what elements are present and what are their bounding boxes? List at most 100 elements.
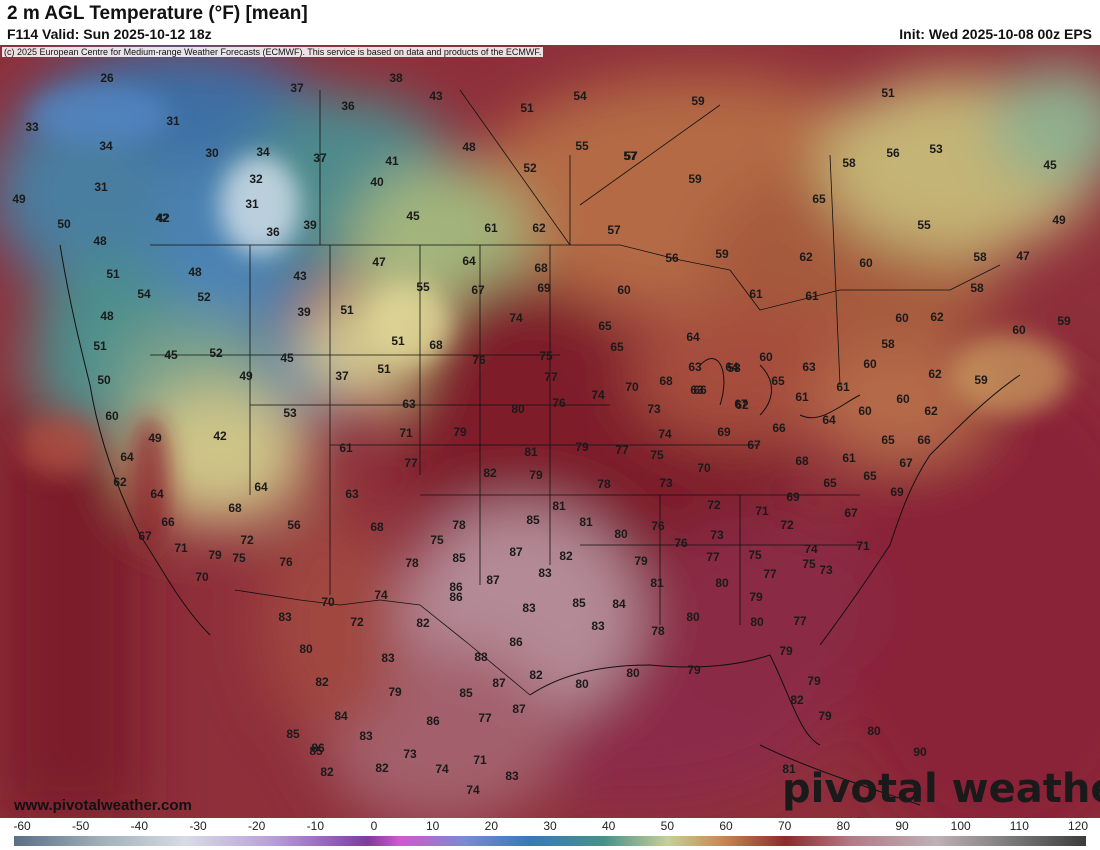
website-url[interactable]: www.pivotalweather.com — [14, 797, 192, 814]
temperature-value: 65 — [823, 476, 837, 490]
temperature-value: 80 — [867, 724, 881, 738]
temperature-value: 42 — [155, 211, 169, 225]
temperature-value: 68 — [534, 261, 548, 275]
colorbar-tick-label: -60 — [13, 819, 31, 833]
temperature-value: 39 — [297, 305, 311, 319]
init-time: Init: Wed 2025-10-08 00z EPS — [899, 26, 1092, 42]
colorbar-fill — [14, 836, 1086, 846]
temperature-value: 79 — [453, 425, 467, 439]
colorbar-tick-label: 110 — [1009, 819, 1029, 833]
temperature-value: 83 — [538, 566, 552, 580]
temperature-value: 60 — [896, 392, 910, 406]
temperature-value: 83 — [522, 601, 536, 615]
temperature-value: 36 — [266, 225, 280, 239]
temperature-value: 68 — [228, 501, 242, 515]
temperature-value: 59 — [715, 247, 729, 261]
map-canvas — [0, 45, 1100, 818]
temperature-value: 73 — [647, 402, 661, 416]
temperature-value: 48 — [188, 265, 202, 279]
temperature-value: 63 — [402, 397, 416, 411]
temperature-value: 77 — [763, 567, 777, 581]
temperature-value: 80 — [750, 615, 764, 629]
temperature-value: 73 — [710, 528, 724, 542]
temperature-value: 71 — [174, 541, 188, 555]
temperature-value: 71 — [755, 504, 769, 518]
temperature-value: 43 — [293, 269, 307, 283]
temperature-value: 53 — [283, 406, 297, 420]
temperature-value: 85 — [452, 551, 466, 565]
temperature-value: 66 — [917, 433, 931, 447]
temperature-value: 62 — [799, 250, 813, 264]
temperature-value: 60 — [105, 409, 119, 423]
colorbar-tick-label: 40 — [601, 819, 616, 833]
temperature-value: 66 — [161, 515, 175, 529]
temperature-value: 63 — [688, 360, 702, 374]
temperature-value: 70 — [625, 380, 639, 394]
temperature-value: 84 — [334, 709, 348, 723]
temperature-value: 58 — [973, 250, 987, 264]
temperature-value: 76 — [552, 396, 566, 410]
temperature-value: 37 — [335, 369, 349, 383]
temperature-value: 78 — [597, 477, 611, 491]
temperature-value: 34 — [99, 139, 113, 153]
colorbar-tick-label: 100 — [950, 819, 971, 833]
temperature-value: 65 — [610, 340, 624, 354]
temperature-value: 82 — [320, 765, 334, 779]
temperature-value: 79 — [208, 548, 222, 562]
temperature-value: 85 — [572, 596, 586, 610]
temperature-value: 85 — [309, 744, 323, 758]
temperature-value: 48 — [93, 234, 107, 248]
temperature-value: 88 — [474, 650, 488, 664]
temperature-value: 87 — [486, 573, 500, 587]
temperature-value: 47 — [1016, 249, 1030, 263]
temperature-value: 56 — [886, 146, 900, 160]
temperature-value: 61 — [805, 289, 819, 303]
temperature-value: 74 — [804, 542, 818, 556]
temperature-value: 79 — [388, 685, 402, 699]
temperature-value: 82 — [315, 675, 329, 689]
temperature-value: 65 — [771, 374, 785, 388]
temperature-value: 52 — [523, 161, 537, 175]
temperature-value: 82 — [559, 549, 573, 563]
valid-time: F114 Valid: Sun 2025-10-12 18z — [7, 26, 212, 42]
temperature-value: 64 — [120, 450, 134, 464]
temperature-value: 74 — [435, 762, 449, 776]
colorbar-tick-label: -10 — [306, 819, 324, 833]
colorbar-tick-label: 50 — [660, 819, 675, 833]
temperature-map[interactable]: 26 38 37 43 36 51 54 59 57 51 33 31 34 30 34 37 41 48 55 57… — [0, 45, 1100, 818]
temperature-value: 86 — [509, 635, 523, 649]
temperature-value: 69 — [786, 490, 800, 504]
temperature-value: 75 — [430, 533, 444, 547]
temperature-value: 60 — [617, 283, 631, 297]
temperature-value: 55 — [416, 280, 430, 294]
temperature-value: 65 — [812, 192, 826, 206]
temperature-value: 60 — [858, 404, 872, 418]
temperature-value: 64 — [254, 480, 268, 494]
temperature-value: 61 — [836, 380, 850, 394]
temperature-value: 86 — [449, 590, 463, 604]
temperature-value: 49 — [239, 369, 253, 383]
temperature-value: 69 — [890, 485, 904, 499]
temperature-value: 72 — [707, 498, 721, 512]
temperature-value: 33 — [25, 120, 39, 134]
temperature-value: 50 — [97, 373, 111, 387]
temperature-value: 60 — [863, 357, 877, 371]
temperature-value: 80 — [511, 402, 525, 416]
temperature-value: 58 — [842, 156, 856, 170]
temperature-value: 69 — [537, 281, 551, 295]
temperature-value: 68 — [429, 338, 443, 352]
temperature-value: 81 — [524, 445, 538, 459]
temperature-value: 79 — [779, 644, 793, 658]
temperature-value: 72 — [240, 533, 254, 547]
temperature-value: 67 — [899, 456, 913, 470]
temperature-value: 79 — [818, 709, 832, 723]
temperature-value: 80 — [626, 666, 640, 680]
temperature-value: 83 — [505, 769, 519, 783]
temperature-value: 80 — [686, 610, 700, 624]
temperature-value: 80 — [614, 527, 628, 541]
temperature-value: 55 — [575, 139, 589, 153]
temperature-value: 74 — [591, 388, 605, 402]
temperature-value: 51 — [93, 339, 107, 353]
temperature-value: 39 — [303, 218, 317, 232]
temperature-value: 79 — [807, 674, 821, 688]
